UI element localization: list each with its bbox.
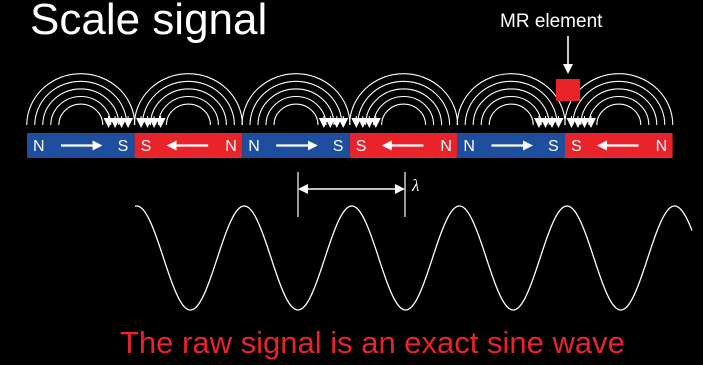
field-arc <box>480 96 542 126</box>
field-arc <box>572 80 666 126</box>
magnet-strip <box>27 133 673 158</box>
field-arc <box>58 103 104 126</box>
field-arc <box>133 73 243 126</box>
pole-label: S <box>140 138 152 155</box>
mr-element-box <box>556 79 580 101</box>
field-arc <box>149 88 227 126</box>
field-arc <box>265 96 327 126</box>
mr-element-label: MR element <box>500 11 603 32</box>
field-arc <box>596 103 642 126</box>
field-arc <box>381 103 427 126</box>
pole-label: S <box>117 138 129 155</box>
field-arc <box>165 103 211 126</box>
pole-label: S <box>548 138 559 155</box>
pole-label: N <box>655 138 668 155</box>
pole-label: S <box>332 138 344 155</box>
field-arc <box>580 88 658 126</box>
field-arc <box>472 88 550 126</box>
magnetic-field-lines <box>26 73 674 128</box>
pole-label: N <box>248 138 260 155</box>
pole-label: S <box>355 138 367 155</box>
field-arc <box>42 88 120 126</box>
wavelength-symbol: λ <box>412 176 420 195</box>
field-arc <box>249 80 343 126</box>
field-arc <box>564 73 674 126</box>
field-arc <box>26 73 136 126</box>
field-arc <box>157 96 219 126</box>
wavelength-indicator <box>297 172 406 217</box>
sine-wave <box>134 205 693 311</box>
field-arc <box>241 73 351 126</box>
mr-element-group <box>556 36 580 101</box>
field-arc <box>365 88 443 126</box>
field-arc <box>273 103 319 126</box>
pole-label: N <box>440 138 452 155</box>
field-arc <box>464 80 558 126</box>
pole-label: N <box>33 138 45 155</box>
pole-label: N <box>225 138 237 155</box>
pole-label: N <box>463 138 475 155</box>
caption-text: The raw signal is an exact sine wave <box>120 325 625 360</box>
field-arc <box>50 96 112 126</box>
field-arc <box>357 80 451 126</box>
field-arc <box>456 73 566 126</box>
field-arc <box>488 103 534 126</box>
field-arc <box>257 88 335 126</box>
field-arc <box>34 80 128 126</box>
field-arc <box>349 73 459 126</box>
field-arc <box>588 96 650 126</box>
field-arc <box>141 80 235 126</box>
field-arc <box>373 96 435 126</box>
page-title: Scale signal <box>30 0 268 44</box>
pole-label: S <box>571 138 582 155</box>
